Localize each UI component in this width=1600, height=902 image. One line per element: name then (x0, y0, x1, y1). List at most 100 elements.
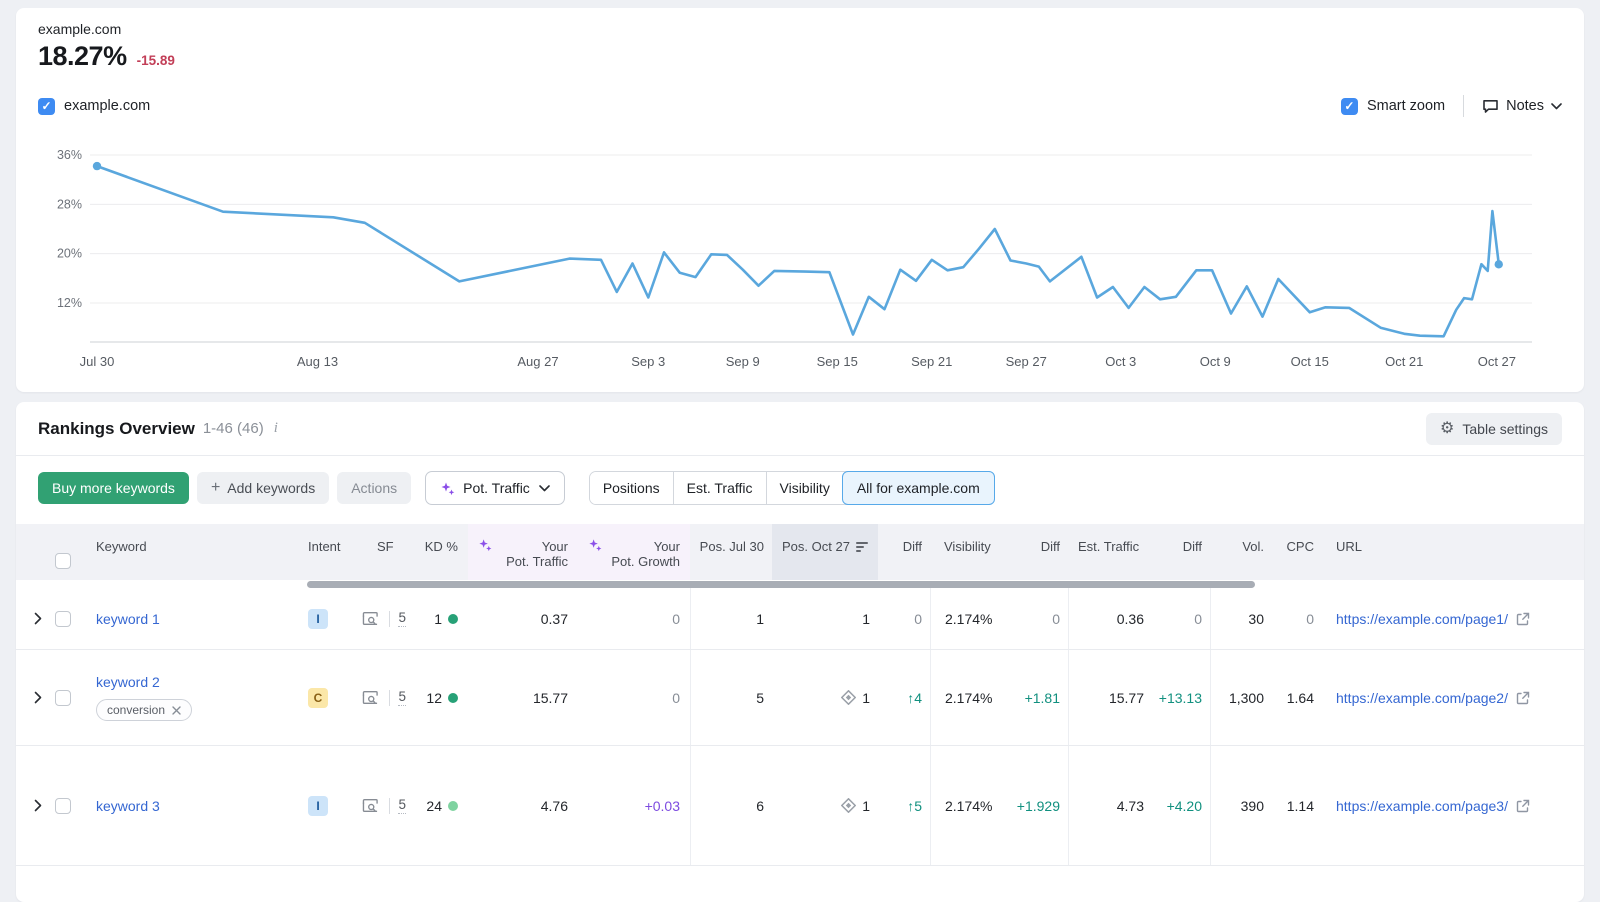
col-intent[interactable]: Intent (308, 539, 341, 554)
view-tabs: Positions Est. Traffic Visibility All fo… (588, 471, 995, 505)
visibility-value: 2.174% (930, 746, 1002, 865)
metric-selector-dropdown[interactable]: Pot. Traffic (425, 471, 565, 505)
col-pos-oct-27-sorted[interactable]: Pos. Oct 27 (772, 524, 878, 580)
divider (388, 689, 390, 706)
remove-tag-icon[interactable] (172, 705, 181, 715)
est-traffic-value: 15.77 (1068, 650, 1152, 745)
rankings-table-card: Rankings Overview 1-46 (46) i ⚙ Table se… (16, 402, 1584, 902)
plus-icon: + (210, 479, 221, 496)
col-kd[interactable]: KD % (424, 539, 458, 554)
sparkle-icon (441, 482, 455, 496)
buy-more-keywords-button[interactable]: Buy more keywords (38, 472, 189, 504)
kpi-block: 18.27% -15.89 (38, 41, 175, 72)
serp-features-icon[interactable] (362, 798, 380, 814)
divider (1463, 95, 1465, 117)
col-cpc[interactable]: CPC (1286, 539, 1314, 554)
col-keyword[interactable]: Keyword (96, 539, 147, 554)
col-diff-visibility[interactable]: Diff (1040, 539, 1060, 554)
est-traffic-value: 4.73 (1068, 746, 1152, 865)
pot-traffic-value: 4.76 (540, 797, 568, 814)
pos-oct-27-value: 1 (862, 797, 870, 814)
intent-badge[interactable]: I (308, 608, 328, 629)
actions-button[interactable]: Actions (337, 472, 412, 504)
horizontal-scrollbar[interactable] (307, 581, 1255, 588)
pos-diff-value: ↑4 (907, 689, 922, 706)
svg-text:Oct 27: Oct 27 (1478, 354, 1516, 369)
select-all-checkbox[interactable] (55, 553, 71, 569)
notes-button[interactable]: Notes (1482, 98, 1562, 114)
keyword-link[interactable]: keyword 3 (96, 797, 160, 814)
table-settings-button[interactable]: ⚙ Table settings (1426, 412, 1562, 445)
smart-zoom-label: Smart zoom (1366, 98, 1446, 114)
col-pos-oct-27-label: Pos. Oct 27 (782, 539, 850, 554)
row-expander-chevron[interactable] (16, 650, 46, 745)
serp-features-icon[interactable] (362, 690, 380, 706)
volume-value: 390 (1210, 746, 1272, 865)
external-link-icon[interactable] (1516, 799, 1530, 813)
serp-feature-position-icon (841, 690, 857, 705)
visibility-diff-value: +1.929 (1016, 797, 1060, 814)
chart-controls: ✓ Smart zoom Notes (1340, 95, 1562, 117)
svg-text:Oct 21: Oct 21 (1385, 354, 1423, 369)
chevron-down-icon (1551, 102, 1562, 109)
col-pot-growth[interactable]: Your Pot. Growth (578, 524, 690, 580)
buy-more-keywords-label: Buy more keywords (52, 480, 175, 496)
tab-positions[interactable]: Positions (589, 472, 673, 504)
col-diff-pos[interactable]: Diff (902, 539, 922, 554)
col-est-traffic[interactable]: Est. Traffic (1078, 539, 1140, 554)
table-body: keyword 1 I 5 1 0.37 0 1 1 0 2.174% 0 0.… (16, 588, 1584, 866)
sf-count[interactable]: 5 (398, 689, 406, 706)
serp-features-icon[interactable] (362, 611, 380, 627)
tab-visibility[interactable]: Visibility (765, 472, 843, 504)
add-keywords-button[interactable]: + Add keywords (196, 472, 330, 504)
url-link[interactable]: https://example.com/page1/ (1336, 610, 1508, 627)
col-sf[interactable]: SF (377, 539, 394, 554)
sf-count[interactable]: 5 (398, 610, 406, 627)
keyword-tag[interactable]: conversion (96, 699, 193, 721)
intent-badge[interactable]: I (308, 795, 328, 816)
row-expander-chevron[interactable] (16, 588, 46, 649)
external-link-icon[interactable] (1516, 612, 1530, 626)
col-pot-traffic[interactable]: Your Pot. Traffic (468, 524, 578, 580)
visibility-line-chart[interactable]: 36% 28% 20% 12% Jul 30 Aug 13 Aug 27 Sep 3 Sep 9… (16, 135, 1584, 383)
visibility-value: 2.174% (930, 588, 1002, 649)
legend-checkbox[interactable]: ✓ (38, 97, 55, 115)
volume-value: 1,300 (1210, 650, 1272, 745)
gear-icon: ⚙ (1440, 419, 1455, 437)
cpc-value: 1.14 (1286, 797, 1314, 814)
table-settings-label: Table settings (1462, 420, 1548, 437)
table-title: Rankings Overview (38, 418, 195, 438)
col-volume[interactable]: Vol. (1242, 539, 1264, 554)
col-diff-est-traffic[interactable]: Diff (1182, 539, 1202, 554)
sparkle-icon (479, 539, 492, 552)
intent-badge[interactable]: C (308, 687, 328, 708)
cpc-value: 0 (1306, 610, 1314, 627)
est-traffic-diff-value: +13.13 (1158, 689, 1202, 706)
row-expander-chevron[interactable] (16, 746, 46, 865)
tab-all-for-domain[interactable]: All for example.com (841, 471, 995, 505)
info-icon[interactable]: i (273, 420, 278, 436)
keyword-link[interactable]: keyword 2 (96, 674, 160, 690)
cpc-value: 1.64 (1286, 689, 1314, 706)
url-link[interactable]: https://example.com/page2/ (1336, 689, 1508, 706)
col-pos-jul-30[interactable]: Pos. Jul 30 (699, 539, 764, 554)
col-visibility[interactable]: Visibility (944, 539, 991, 554)
external-link-icon[interactable] (1516, 691, 1530, 705)
visibility-value: 2.174% (930, 650, 1002, 745)
smart-zoom-checkbox[interactable]: ✓ (1340, 97, 1358, 115)
row-checkbox[interactable] (55, 689, 71, 706)
pos-jul-30-value: 6 (690, 746, 772, 865)
tab-est-traffic[interactable]: Est. Traffic (672, 472, 766, 504)
col-url[interactable]: URL (1336, 539, 1363, 554)
notes-label: Notes (1506, 98, 1544, 114)
col-pot-traffic-line1: Your (541, 539, 568, 554)
sparkle-icon (589, 539, 602, 552)
url-link[interactable]: https://example.com/page3/ (1336, 797, 1508, 814)
check-icon: ✓ (1344, 99, 1355, 113)
keyword-link[interactable]: keyword 1 (96, 610, 160, 627)
check-icon: ✓ (41, 99, 52, 113)
sf-count[interactable]: 5 (398, 797, 406, 814)
row-checkbox[interactable] (55, 610, 71, 627)
select-all-checkbox-cell (46, 524, 80, 580)
row-checkbox[interactable] (55, 797, 71, 814)
